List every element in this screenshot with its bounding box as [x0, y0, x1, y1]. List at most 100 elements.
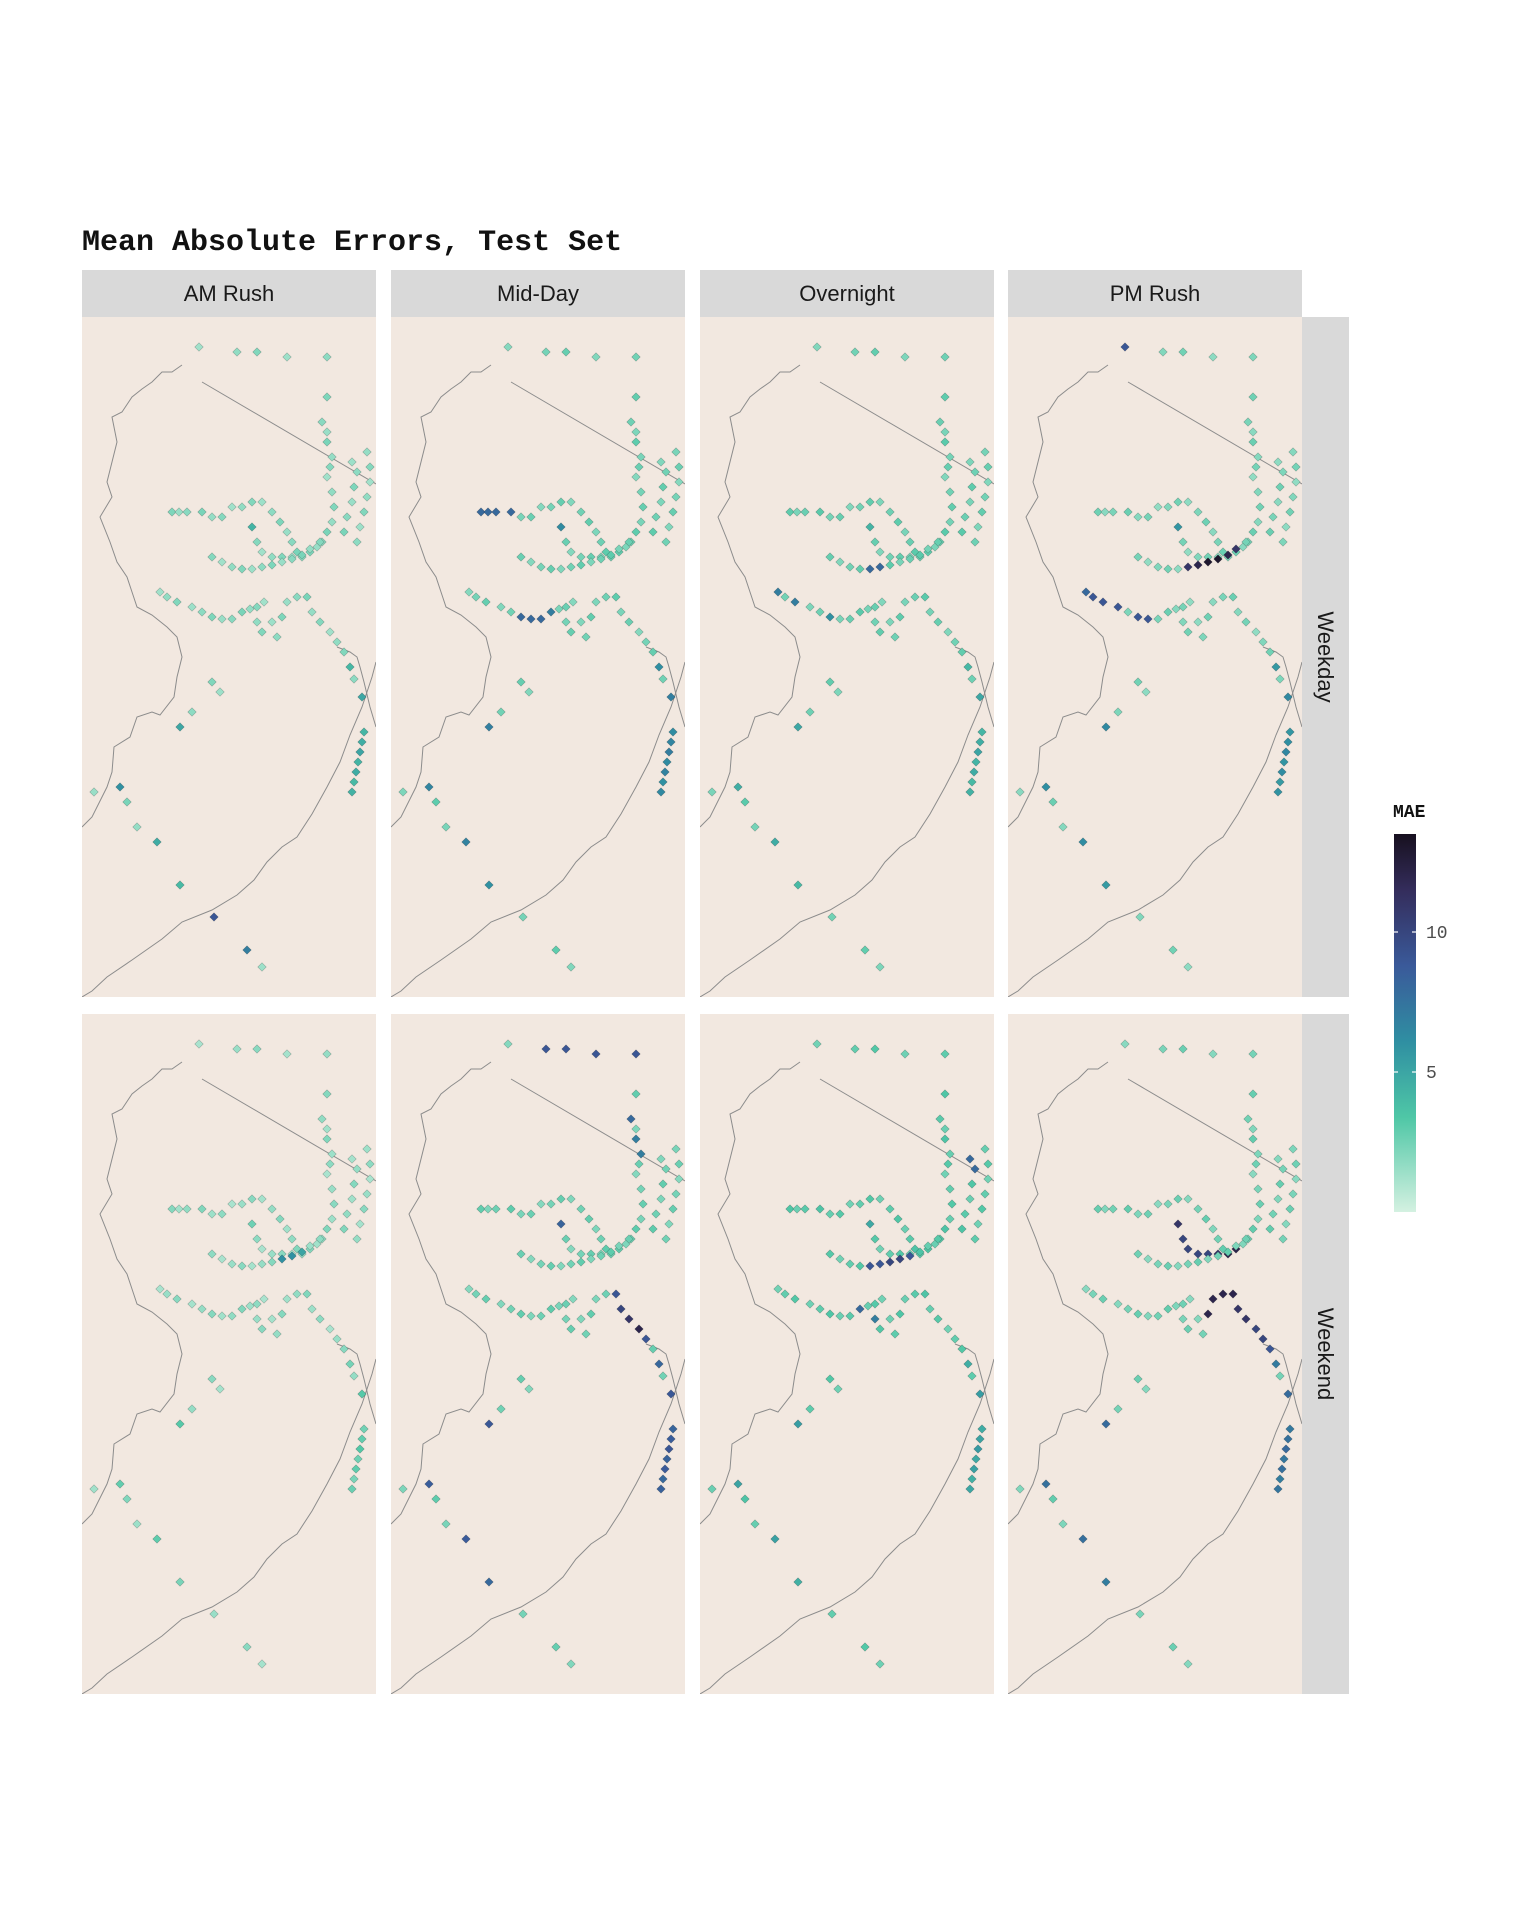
station-point [977, 1204, 987, 1214]
station-point [785, 507, 795, 517]
station-point [1163, 1261, 1173, 1271]
station-point [237, 607, 247, 617]
station-point [322, 1089, 332, 1099]
station-point [277, 1309, 287, 1319]
station-point [875, 1659, 885, 1669]
station-point [1198, 1329, 1208, 1339]
station-point [963, 1359, 973, 1369]
station-point [245, 604, 255, 614]
station-point [895, 1254, 905, 1264]
station-point [885, 1257, 895, 1267]
station-point [315, 617, 325, 627]
coastline [1008, 1358, 1302, 1694]
station-point [863, 1301, 873, 1311]
station-point [349, 1474, 359, 1484]
station-point [1255, 1199, 1265, 1209]
estuary-line [336, 646, 376, 728]
station-point [561, 617, 571, 627]
station-point [506, 1304, 516, 1314]
station-point [398, 787, 408, 797]
station-point [347, 1484, 357, 1494]
station-point [566, 497, 576, 507]
station-point [671, 492, 681, 502]
station-point [947, 502, 957, 512]
station-point [875, 962, 885, 972]
station-point [315, 1314, 325, 1324]
station-point [352, 467, 362, 477]
station-point [967, 1474, 977, 1484]
station-point [329, 1199, 339, 1209]
station-point [175, 1577, 185, 1587]
station-point [322, 1224, 332, 1234]
station-point [576, 507, 586, 517]
station-point [292, 1289, 302, 1299]
coastline [82, 661, 376, 997]
station-point [566, 562, 576, 572]
station-point [275, 1214, 285, 1224]
station-point [870, 602, 880, 612]
station-point [122, 1494, 132, 1504]
coastline [82, 1358, 376, 1694]
station-point [1253, 517, 1263, 527]
station-point [1248, 1049, 1258, 1059]
station-point [267, 1204, 277, 1214]
station-point [398, 1484, 408, 1494]
station-point [252, 617, 262, 627]
coastline [1008, 661, 1302, 997]
station-point [1223, 550, 1233, 560]
station-point [566, 1244, 576, 1254]
station-point [969, 1464, 979, 1474]
station-point [885, 552, 895, 562]
station-point [1163, 607, 1173, 617]
station-point [267, 1314, 277, 1324]
station-point [586, 1254, 596, 1264]
station-point [855, 564, 865, 574]
station-point [1141, 687, 1151, 697]
station-point [1153, 1259, 1163, 1269]
station-point [920, 1289, 930, 1299]
station-point [327, 1214, 337, 1224]
station-point [601, 1289, 611, 1299]
station-point [516, 1309, 526, 1319]
station-point [322, 392, 332, 402]
station-point [1248, 392, 1258, 402]
station-point [342, 512, 352, 522]
station-point [227, 1259, 237, 1269]
station-point [1291, 462, 1301, 472]
station-point [287, 554, 297, 564]
station-point [1253, 1214, 1263, 1224]
station-point [940, 1224, 950, 1234]
station-point [624, 617, 634, 627]
station-point [1283, 737, 1293, 747]
station-point [895, 557, 905, 567]
station-point [362, 492, 372, 502]
station-point [518, 1609, 528, 1619]
station-point [870, 1314, 880, 1324]
station-point [162, 1289, 172, 1299]
station-point [1288, 1144, 1298, 1154]
station-point [631, 1089, 641, 1099]
station-point [1100, 1204, 1110, 1214]
coastline [700, 1358, 994, 1694]
station-point [536, 502, 546, 512]
station-point [349, 674, 359, 684]
station-point [1248, 472, 1258, 482]
station-point [267, 507, 277, 517]
station-point [1248, 427, 1258, 437]
station-point [247, 564, 257, 574]
station-point [967, 1179, 977, 1189]
station-point [1291, 1174, 1301, 1184]
station-point [339, 647, 349, 657]
station-point [1278, 1234, 1288, 1244]
station-point [352, 1234, 362, 1244]
station-point [1163, 564, 1173, 574]
station-point [1173, 1261, 1183, 1271]
station-point [122, 797, 132, 807]
station-point [242, 945, 252, 955]
station-point [1213, 1251, 1223, 1261]
station-point [790, 597, 800, 607]
station-point [923, 1241, 933, 1251]
station-point [975, 737, 985, 747]
station-point [1253, 487, 1263, 497]
